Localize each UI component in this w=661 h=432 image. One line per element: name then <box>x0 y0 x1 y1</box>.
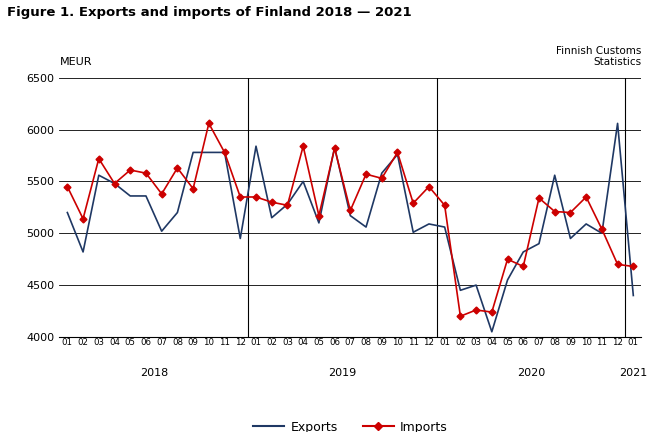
Exports <box>252 143 260 149</box>
Exports <box>110 181 118 186</box>
Imports <box>456 314 464 319</box>
Imports <box>441 203 449 208</box>
Exports <box>268 215 276 220</box>
Text: Figure 1. Exports and imports of Finland 2018 — 2021: Figure 1. Exports and imports of Finland… <box>7 6 411 19</box>
Exports <box>63 210 71 215</box>
Imports <box>95 156 102 161</box>
Text: MEUR: MEUR <box>59 57 92 67</box>
Exports <box>472 283 480 288</box>
Exports <box>346 213 354 218</box>
Imports <box>409 200 417 206</box>
Exports <box>441 225 449 230</box>
Imports <box>189 186 197 191</box>
Text: 2018: 2018 <box>139 368 168 378</box>
Imports <box>520 264 527 269</box>
Line: Imports: Imports <box>65 121 636 319</box>
Exports <box>142 194 150 199</box>
Exports <box>221 150 229 155</box>
Imports <box>173 165 181 171</box>
Exports <box>613 121 621 126</box>
Exports <box>378 171 386 176</box>
Exports <box>598 231 606 236</box>
Imports <box>221 150 229 155</box>
Imports <box>472 308 480 313</box>
Exports <box>520 249 527 254</box>
Exports <box>315 220 323 226</box>
Exports <box>158 229 166 234</box>
Exports <box>284 202 292 207</box>
Text: Finnish Customs
Statistics: Finnish Customs Statistics <box>556 46 641 67</box>
Exports <box>362 225 370 230</box>
Text: 2020: 2020 <box>517 368 545 378</box>
Exports <box>237 236 245 241</box>
Imports <box>284 203 292 208</box>
Exports <box>535 241 543 246</box>
Exports <box>95 173 102 178</box>
Imports <box>425 184 433 189</box>
Exports <box>425 221 433 226</box>
Imports <box>613 262 621 267</box>
Exports <box>205 150 213 155</box>
Legend: Exports, Imports: Exports, Imports <box>248 416 453 432</box>
Exports <box>409 230 417 235</box>
Imports <box>393 150 401 155</box>
Exports <box>79 249 87 254</box>
Imports <box>126 168 134 173</box>
Imports <box>378 176 386 181</box>
Imports <box>79 216 87 221</box>
Exports <box>126 194 134 199</box>
Exports <box>330 145 338 150</box>
Imports <box>205 121 213 126</box>
Exports <box>173 210 181 215</box>
Imports <box>566 210 574 215</box>
Imports <box>346 208 354 213</box>
Imports <box>582 194 590 200</box>
Exports <box>504 277 512 283</box>
Exports <box>393 152 401 157</box>
Imports <box>252 194 260 200</box>
Exports <box>456 288 464 293</box>
Imports <box>63 184 71 189</box>
Imports <box>142 171 150 176</box>
Imports <box>299 143 307 149</box>
Imports <box>330 146 338 151</box>
Imports <box>315 213 323 218</box>
Exports <box>299 179 307 184</box>
Exports <box>189 150 197 155</box>
Imports <box>598 226 606 232</box>
Imports <box>237 194 245 200</box>
Imports <box>158 191 166 197</box>
Exports <box>629 293 637 298</box>
Imports <box>629 264 637 269</box>
Exports <box>551 173 559 178</box>
Line: Exports: Exports <box>67 124 633 332</box>
Exports <box>488 329 496 334</box>
Imports <box>488 309 496 314</box>
Imports <box>268 200 276 205</box>
Text: 2019: 2019 <box>329 368 356 378</box>
Imports <box>535 195 543 200</box>
Imports <box>110 181 118 186</box>
Imports <box>551 209 559 214</box>
Text: 2021: 2021 <box>619 368 647 378</box>
Exports <box>582 221 590 226</box>
Imports <box>362 172 370 177</box>
Exports <box>566 236 574 241</box>
Imports <box>504 257 512 262</box>
